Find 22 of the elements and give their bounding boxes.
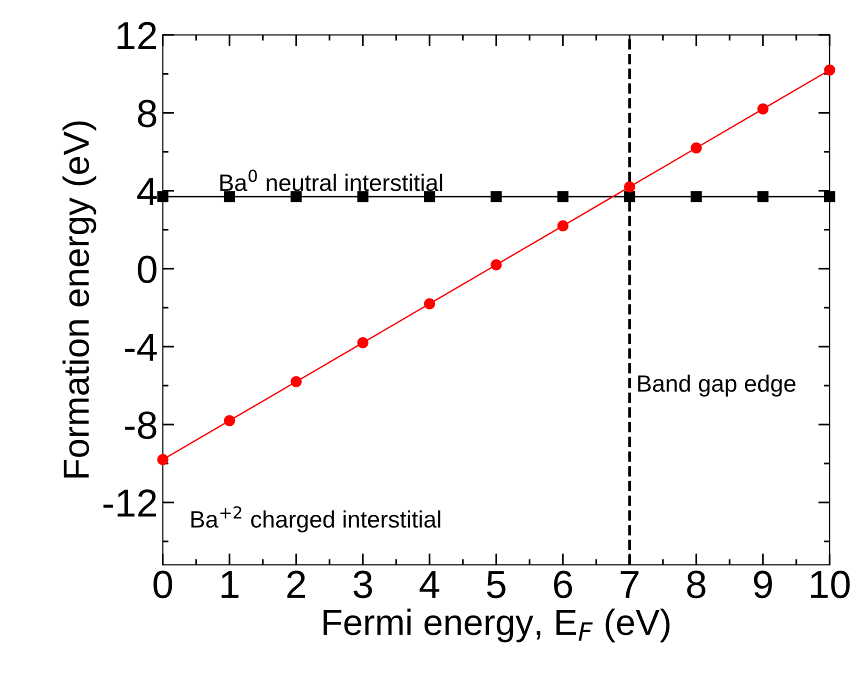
y-tick-label: 4 <box>137 178 157 205</box>
x-tick-label: 8 <box>687 570 706 598</box>
y-tick-label: -12 <box>103 489 156 517</box>
x-tick-label: 1 <box>222 571 238 598</box>
y-tick-label: -4 <box>125 334 157 361</box>
annotation: Ba$^{+2}$ charged interstitial <box>191 506 440 532</box>
x-tick-label: 2 <box>287 570 306 598</box>
y-tick-label: 12 <box>118 22 156 50</box>
x-tick-label: 5 <box>486 571 506 598</box>
y-tick-label: 8 <box>138 100 156 128</box>
y-axis-title: Formation energy (eV) <box>62 121 96 478</box>
y-tick-label: -8 <box>125 411 156 440</box>
annotation: Ba$^{0}$ neutral interstitial <box>220 170 442 192</box>
x-tick-label: 7 <box>620 571 638 598</box>
x-tick-label: 10 <box>810 570 850 598</box>
x-axis-title: Fermi energy, E$_{F}$ (eV) <box>324 608 670 642</box>
ref-line-label: Band gap edge <box>638 374 796 397</box>
x-tick-label: 4 <box>420 571 440 598</box>
y-tick-label: 0 <box>138 256 156 284</box>
x-tick-label: 9 <box>754 570 772 598</box>
x-tick-label: 3 <box>354 570 372 598</box>
x-tick-label: 6 <box>554 570 572 598</box>
